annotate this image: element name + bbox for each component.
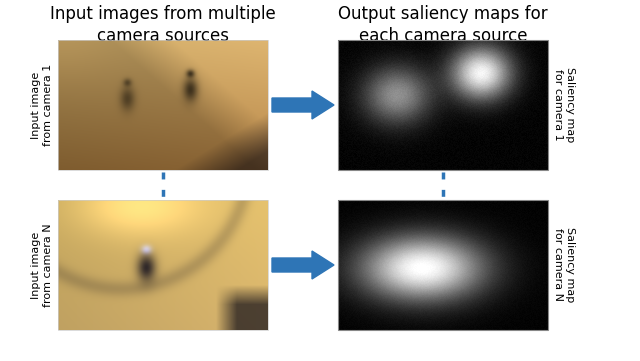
Text: Input images from multiple
camera sources: Input images from multiple camera source…: [50, 5, 276, 45]
FancyArrow shape: [272, 251, 334, 279]
Bar: [58, 200, 268, 330]
Bar: [338, 200, 548, 330]
Text: Input image
from camera 1: Input image from camera 1: [31, 64, 53, 146]
Text: Output saliency maps for
each camera source: Output saliency maps for each camera sou…: [338, 5, 548, 45]
Bar: [58, 40, 268, 170]
Text: Input image
from camera N: Input image from camera N: [31, 223, 53, 307]
Text: Saliency map
for camera N: Saliency map for camera N: [553, 227, 575, 303]
Bar: [338, 40, 548, 170]
FancyArrow shape: [272, 91, 334, 119]
Text: Saliency map
for camera 1: Saliency map for camera 1: [553, 68, 575, 143]
